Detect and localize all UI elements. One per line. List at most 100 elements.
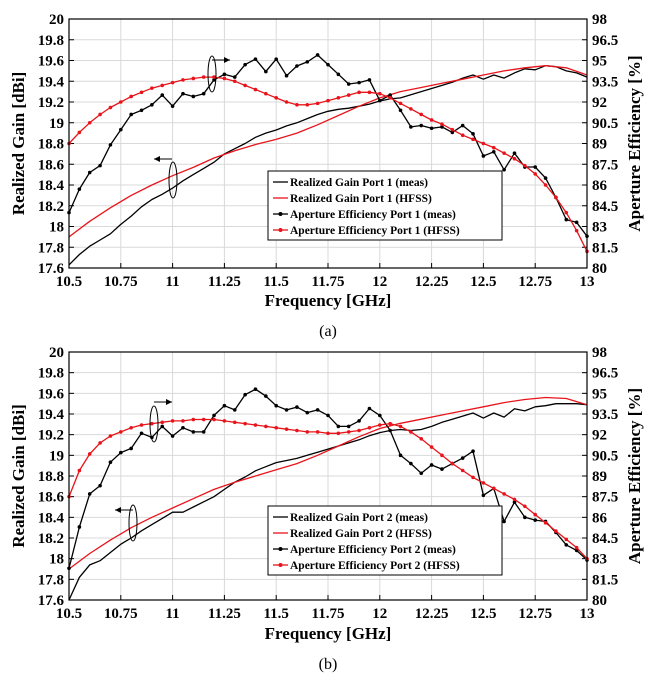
data-point — [119, 450, 123, 455]
data-point — [409, 125, 413, 129]
data-point — [129, 446, 133, 451]
data-point — [419, 471, 424, 476]
data-point — [564, 217, 569, 222]
data-point — [150, 86, 154, 90]
data-point — [440, 125, 444, 129]
data-point — [98, 483, 102, 488]
y-tick-label: 18.2 — [38, 531, 64, 547]
data-point — [222, 419, 227, 423]
data-point — [160, 420, 165, 425]
data-point — [87, 452, 92, 456]
data-point — [357, 80, 361, 85]
data-point — [398, 108, 403, 113]
y-tick-label: 19 — [49, 448, 64, 464]
y-axis-label: Realized Gain [dBi] — [9, 404, 28, 548]
x-axis-label: Frequency [GHz] — [265, 624, 392, 643]
y-tick-label: 17.6 — [38, 593, 65, 609]
data-point — [191, 430, 196, 434]
data-point — [87, 170, 92, 175]
data-point — [160, 424, 165, 429]
y-tick-label: 19.4 — [38, 407, 65, 423]
data-point — [160, 93, 165, 97]
plot-frame — [68, 351, 588, 601]
x-tick-label: 10.75 — [104, 274, 138, 290]
data-point — [481, 154, 486, 158]
data-point — [284, 408, 289, 412]
plot-frame — [68, 18, 588, 269]
data-point — [87, 120, 92, 125]
data-point — [491, 486, 496, 491]
y-tick-label: 18 — [49, 552, 64, 568]
left-arrow-head — [115, 507, 121, 513]
data-point — [139, 431, 144, 436]
data-point — [253, 57, 258, 61]
y-tick-label: 19.2 — [38, 428, 64, 444]
data-point — [450, 127, 455, 132]
data-point — [533, 165, 537, 169]
x-tick-label: 11.25 — [208, 606, 241, 622]
data-point — [274, 425, 279, 430]
data-point — [564, 210, 569, 215]
y2-tick-label: 80 — [592, 593, 607, 609]
data-point — [367, 406, 372, 411]
data-point — [336, 424, 341, 429]
data-point — [460, 468, 465, 473]
data-point — [139, 423, 144, 427]
data-point — [170, 80, 175, 85]
data-point — [491, 150, 496, 154]
legend-marker-4 — [278, 563, 283, 567]
data-point — [357, 419, 361, 423]
data-point — [378, 413, 382, 418]
y-tick-label: 19.8 — [38, 33, 64, 49]
data-point — [429, 118, 434, 122]
data-point — [336, 96, 341, 100]
data-point — [295, 102, 299, 107]
y-tick-label: 17.6 — [38, 261, 65, 277]
data-point — [564, 537, 569, 542]
series-line-1 — [68, 403, 588, 601]
series-line-2 — [68, 65, 588, 238]
data-point — [367, 425, 372, 430]
data-point — [346, 430, 351, 434]
legend-marker-4 — [278, 228, 283, 232]
data-point — [170, 434, 175, 438]
legend-marker-3 — [278, 212, 283, 216]
data-point — [409, 107, 413, 111]
data-point — [77, 130, 82, 135]
data-point — [481, 481, 486, 485]
panel-caption: (b) — [319, 656, 338, 673]
y-tick-label: 19 — [49, 116, 64, 132]
data-point — [108, 434, 113, 438]
y-tick-label: 17.8 — [38, 240, 64, 256]
data-point — [357, 428, 361, 433]
data-point — [212, 75, 216, 79]
data-point — [471, 449, 475, 454]
data-point — [378, 91, 382, 96]
data-point — [264, 69, 268, 74]
data-point — [523, 163, 527, 168]
data-point — [150, 102, 154, 107]
data-point — [77, 187, 82, 191]
left-axis-indicator — [168, 161, 178, 199]
data-point — [512, 500, 517, 504]
data-point — [388, 421, 392, 426]
legend: Realized Gain Port 2 (meas) Realized Gain… — [267, 505, 503, 576]
data-point — [378, 98, 382, 103]
data-point — [533, 518, 537, 522]
data-point — [388, 93, 392, 97]
data-point — [201, 75, 206, 79]
y2-tick-label: 81.5 — [592, 572, 618, 588]
series-line-1 — [68, 65, 588, 266]
data-point — [512, 497, 517, 502]
x-tick-label: 11.5 — [263, 606, 288, 622]
y-tick-label: 20 — [49, 12, 64, 28]
x-tick-label: 12.25 — [415, 606, 449, 622]
data-point — [181, 425, 185, 430]
data-point — [574, 228, 579, 233]
data-point — [450, 130, 455, 135]
y-tick-label: 18.8 — [38, 137, 64, 153]
data-point — [398, 424, 403, 429]
y2-tick-label: 92 — [592, 428, 607, 444]
x-tick-label: 11.75 — [312, 606, 345, 622]
data-point — [119, 430, 123, 434]
